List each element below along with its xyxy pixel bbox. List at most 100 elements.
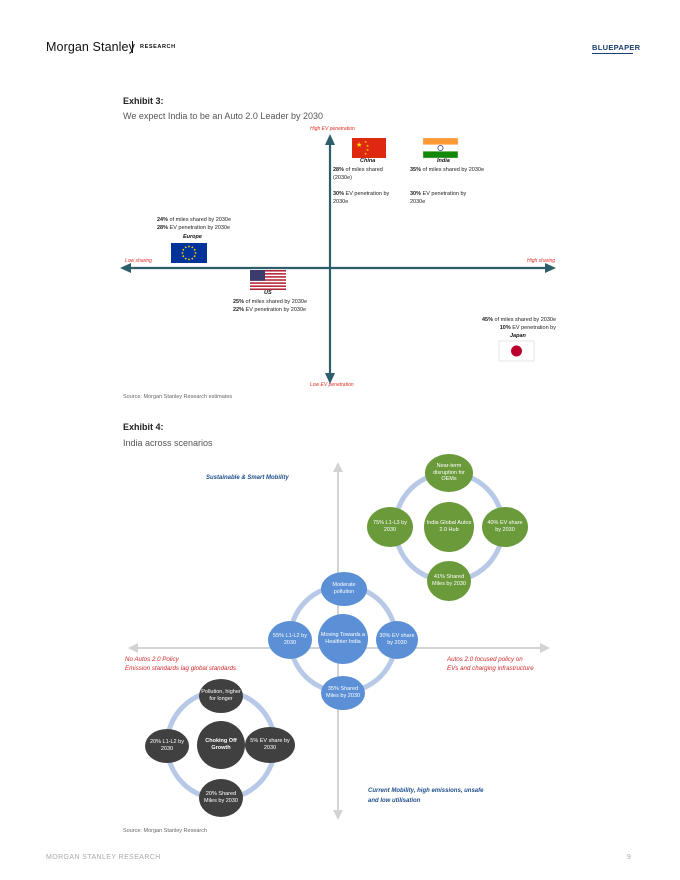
china-name: China [360, 158, 376, 164]
label-autos-focused-policy-line2: EVs and charging infrastructure [447, 665, 534, 672]
label-current-mobility-line1: Current Mobility, high emissions, unsafe [368, 788, 484, 794]
exhibit3-label: Exhibit 3: [123, 96, 164, 106]
us-shared-value: 25% [233, 299, 245, 305]
green-top-text: Near-term disruption for OEMs [433, 463, 465, 483]
exhibit3-title: We expect India to be an Auto 2.0 Leader… [123, 111, 323, 121]
axis-label-low-sharing: Low sharing [125, 258, 152, 264]
blue-bottom-node: 35% Shared Miles by 2030 [321, 676, 365, 710]
india-shared-text: of miles shared by 2030e [421, 167, 484, 173]
blue-left-node: 55% L1-L2 by 2030 [268, 621, 312, 659]
blue-right-node: 30% EV share by 2030 [376, 621, 418, 659]
india-name: India [437, 158, 450, 164]
japan-ev-text: EV penetration by [510, 325, 556, 331]
green-center-node: India Global Autos 2.0 Hub [424, 502, 474, 552]
blue-bottom-text: 35% Shared Miles by 2030 [326, 686, 360, 699]
blue-left-text: 55% L1-L2 by 2030 [273, 633, 307, 646]
china-shared-year: (2030e) [333, 175, 352, 181]
japan-shared-text: of miles shared by 2030e [493, 317, 556, 323]
doc-type-label: BLUEPAPER [592, 43, 641, 52]
dark-center-node: Choking Off Growth [197, 721, 245, 769]
blue-right-text: 30% EV share by 2030 [379, 633, 415, 646]
india-ev-value: 30% [410, 191, 422, 197]
us-ev-value: 22% [233, 307, 245, 313]
axis-label-high-ev: High EV penetration [310, 126, 355, 132]
green-bottom-text: 41% Shared Miles by 2030 [432, 574, 466, 587]
svg-text:★: ★ [364, 152, 367, 156]
axis-label-high-sharing: High sharing [527, 258, 556, 264]
green-left-node: 75% L1-L3 by 2030 [367, 507, 413, 547]
india-shared-value: 35% [410, 167, 422, 173]
europe-name: Europe [183, 234, 202, 240]
blue-top-text: Moderate pollution [332, 582, 356, 595]
china-ev-value: 30% [333, 191, 345, 197]
exhibit3-source: Source: Morgan Stanley Research estimate… [123, 394, 233, 400]
japan-stats: 45% of miles shared by 2030e 10% EV pene… [472, 316, 556, 332]
india-ev-year: 2030e [410, 199, 426, 205]
label-current-mobility: Current Mobility, high emissions, unsafe… [368, 786, 483, 806]
label-sustainable-mobility: Sustainable & Smart Mobility [206, 475, 289, 481]
us-flag-icon [250, 270, 286, 290]
dark-top-node: Pollution, higher for longer [199, 679, 243, 713]
page-number: 9 [627, 854, 631, 861]
china-ev-year: 2030e [333, 199, 349, 205]
label-no-autos-policy: No Autos 2.0 Policy Emission standards l… [125, 655, 236, 673]
dark-bottom-node: 20% Shared Miles by 2030 [199, 779, 243, 817]
dark-right-node: 5% EV share by 2030 [245, 727, 295, 763]
label-no-autos-policy-line1: No Autos 2.0 Policy [125, 656, 179, 663]
exhibit4-source: Source: Morgan Stanley Research [123, 828, 208, 834]
india-stats: 35% of miles shared by 2030e 30% EV pene… [410, 166, 484, 206]
europe-stats: 24% of miles shared by 2030e 28% EV pene… [157, 216, 231, 232]
green-bottom-node: 41% Shared Miles by 2030 [427, 561, 471, 601]
japan-shared-value: 45% [482, 317, 494, 323]
green-top-node: Near-term disruption for OEMs [425, 454, 473, 492]
svg-text:★: ★ [366, 148, 369, 152]
ex3-vertical-axis [325, 134, 335, 384]
dark-center-text: Choking Off Growth [205, 738, 237, 751]
green-right-text: 40% EV share by 2030 [487, 520, 523, 533]
svg-text:★: ★ [364, 140, 367, 144]
china-ev-text: EV penetration by [344, 191, 390, 197]
blue-top-node: Moderate pollution [321, 572, 367, 606]
svg-text:★: ★ [356, 141, 362, 149]
dark-bottom-text: 20% Shared Miles by 2030 [204, 791, 238, 804]
india-ev-text: EV penetration by [421, 191, 467, 197]
blue-center-node: Moving Towards a Healthier India [318, 614, 368, 664]
doc-type-underline [592, 53, 633, 54]
us-name: US [264, 290, 272, 296]
green-left-text: 75% L1-L3 by 2030 [373, 520, 407, 533]
us-stats: 25% of miles shared by 2030e 22% EV pene… [233, 298, 307, 314]
china-shared-value: 28% [333, 167, 345, 173]
eu-flag-icon [171, 243, 207, 263]
china-flag-icon: ★ ★ ★ ★ ★ [352, 138, 386, 158]
brand-research: RESEARCH [140, 44, 176, 50]
japan-ev-value: 10% [499, 325, 511, 331]
japan-flag-icon [498, 340, 535, 362]
label-no-autos-policy-line2: Emission standards lag global standards [125, 665, 237, 672]
svg-text:★: ★ [366, 144, 369, 148]
blue-center-text: Moving Towards a Healthier India [320, 632, 366, 645]
dark-right-text: 5% EV share by 2030 [250, 738, 290, 751]
europe-shared-value: 24% [157, 217, 169, 223]
exhibit4-label: Exhibit 4: [123, 422, 164, 432]
dark-left-node: 20% L1-L2 by 2030 [145, 729, 189, 763]
europe-ev-text: EV penetration by 2030e [168, 225, 231, 231]
us-ev-text: EV penetration by 2030e [244, 307, 307, 313]
us-shared-text: of miles shared by 2030e [244, 299, 307, 305]
china-stats: 28% of miles shared (2030e) 30% EV penet… [333, 166, 389, 206]
dark-top-text: Pollution, higher for longer [201, 689, 241, 702]
europe-ev-value: 28% [157, 225, 169, 231]
europe-shared-text: of miles shared by 2030e [168, 217, 231, 223]
green-right-node: 40% EV share by 2030 [482, 507, 528, 547]
brand-logo: Morgan Stanley [46, 40, 135, 54]
label-autos-focused-policy-line1: Autos 2.0 focused policy on [447, 656, 523, 663]
japan-name: Japan [510, 333, 526, 339]
footer-brand: MORGAN STANLEY RESEARCH [46, 854, 161, 861]
label-autos-focused-policy: Autos 2.0 focused policy on EVs and char… [447, 655, 534, 673]
green-center-text: India Global Autos 2.0 Hub [426, 520, 472, 533]
label-current-mobility-line2: and low utilisation [368, 798, 421, 804]
china-shared-text: of miles shared [344, 167, 383, 173]
ex3-horizontal-axis [120, 263, 556, 273]
dark-left-text: 20% L1-L2 by 2030 [150, 739, 184, 752]
india-flag-icon [422, 137, 459, 159]
